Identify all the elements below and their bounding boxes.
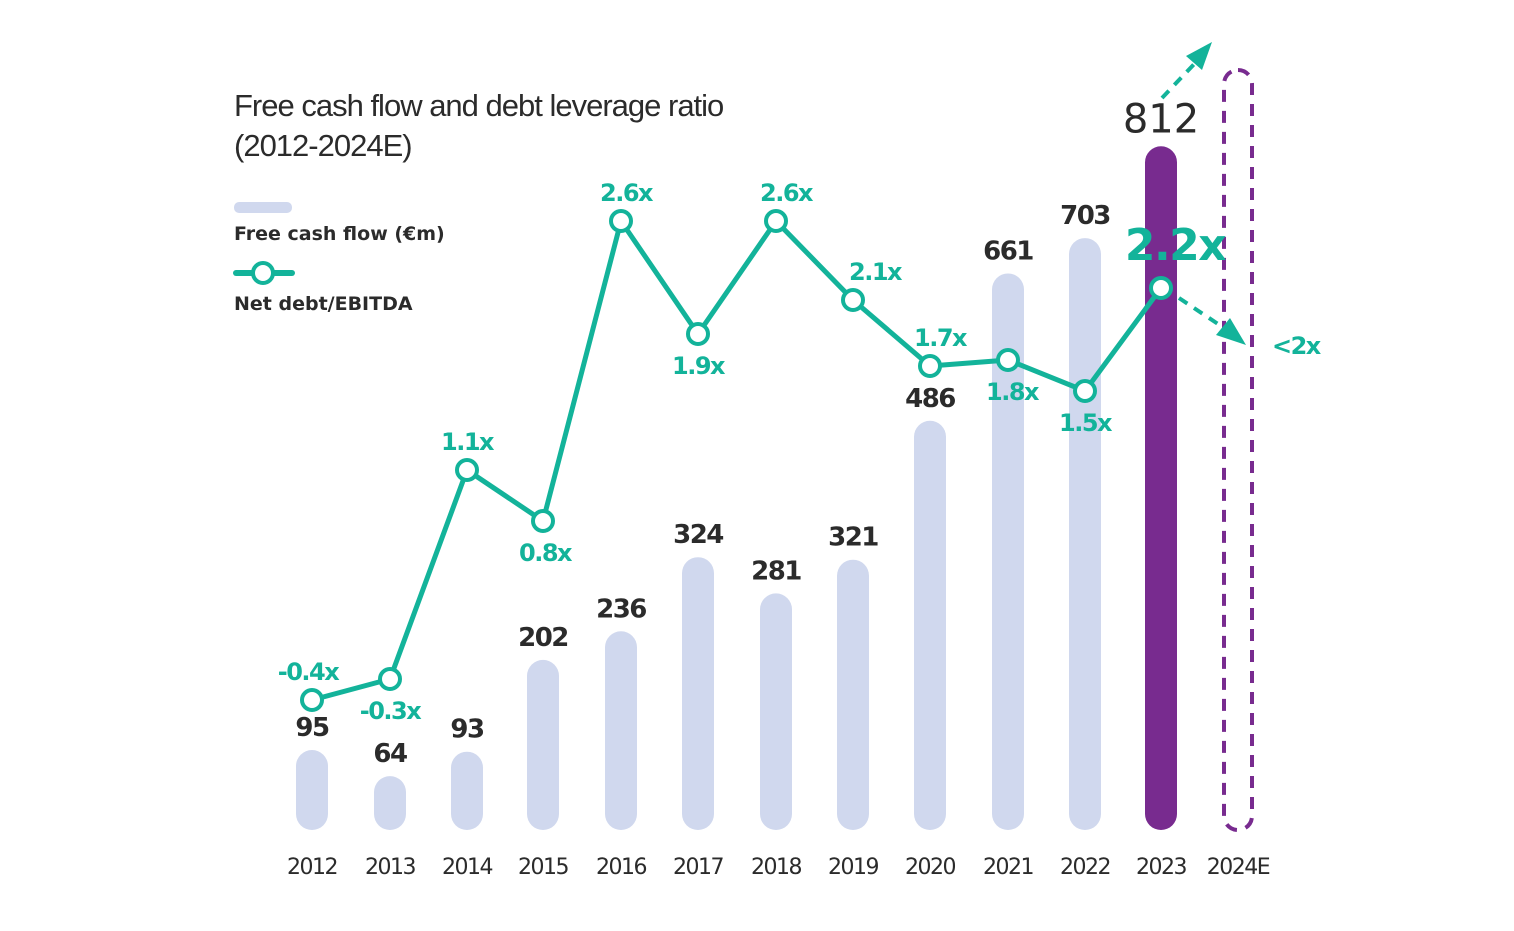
fcf-value-label: 93 — [450, 715, 484, 745]
x-tick-label: 2015 — [518, 855, 568, 880]
fcf-value-label: 321 — [828, 523, 878, 553]
x-tick-label: 2021 — [983, 855, 1033, 880]
fcf-value-label: 236 — [596, 594, 646, 624]
ratio-value-label: 2.6x — [600, 179, 654, 207]
ratio-point — [1073, 379, 1097, 403]
ratio-value-label: 2.6x — [760, 179, 814, 207]
ratio-value-label: -0.4x — [278, 658, 340, 686]
ratio-point — [531, 509, 555, 533]
ratio-point — [1149, 276, 1173, 300]
x-tick-label: 2024E — [1207, 855, 1270, 880]
legend-ratio-label: Net debt/EBITDA — [234, 293, 413, 315]
ratio-point — [455, 458, 479, 482]
ratio-point — [918, 354, 942, 378]
legend-bar-swatch — [234, 202, 292, 213]
fcf-value-label: 812 — [1123, 96, 1199, 142]
fcf-value-label: 281 — [751, 556, 801, 586]
ratio-point — [996, 348, 1020, 372]
chart-subtitle: (2012-2024E) — [234, 128, 412, 163]
ratio-point — [686, 322, 710, 346]
x-tick-label: 2013 — [365, 855, 415, 880]
x-tick-label: 2019 — [828, 855, 878, 880]
fcf-bar — [992, 273, 1024, 830]
ratio-point — [841, 288, 865, 312]
fcf-bar — [527, 659, 559, 830]
x-tick-label: 2017 — [673, 855, 723, 880]
ratio-value-label: 1.1x — [441, 428, 495, 456]
ratio-point — [609, 209, 633, 233]
ratio-value-label: 1.5x — [1059, 409, 1113, 437]
ratio-value-label: 1.8x — [986, 378, 1040, 406]
ratio-value-label: 1.9x — [672, 352, 726, 380]
ratio-value-label: 2.1x — [849, 258, 903, 286]
fcf-bar — [374, 776, 406, 830]
ratio-value-label: 2.2x — [1125, 220, 1226, 271]
x-tick-label: 2012 — [287, 855, 337, 880]
fcf-value-label: 486 — [905, 384, 955, 414]
fcf-bar — [760, 593, 792, 830]
fcf-value-label: 202 — [518, 623, 568, 653]
arrow-up-icon — [1186, 42, 1212, 70]
fcf-bar — [682, 557, 714, 830]
ratio-point — [300, 688, 324, 712]
fcf-bar — [837, 559, 869, 830]
fcf-bar — [605, 631, 637, 830]
legend-fcf-label: Free cash flow (€m) — [234, 223, 445, 245]
ratio-point — [764, 209, 788, 233]
ratio-value-label: 1.7x — [914, 324, 968, 352]
legend-marker-icon — [251, 261, 275, 285]
fcf-value-label: 661 — [983, 236, 1033, 266]
x-tick-label: 2016 — [596, 855, 646, 880]
fcf-bar — [451, 751, 483, 830]
ratio-point — [378, 667, 402, 691]
fcf-value-label: 324 — [673, 520, 723, 550]
ratio-value-label: 0.8x — [519, 539, 573, 567]
x-tick-label: 2020 — [905, 855, 955, 880]
fcf-bar — [914, 420, 946, 830]
ratio-value-label: -0.3x — [360, 697, 422, 725]
x-tick-label: 2014 — [442, 855, 492, 880]
fcf-bar — [1069, 238, 1101, 831]
forecast-bar-outline — [1222, 68, 1254, 832]
fcf-value-label: 703 — [1060, 201, 1110, 231]
fcf-value-label: 95 — [295, 713, 329, 743]
forecast-ratio-label: <2x — [1272, 332, 1322, 360]
x-tick-label: 2022 — [1060, 855, 1110, 880]
fcf-bar — [296, 750, 328, 830]
fcf-value-label: 64 — [373, 739, 407, 769]
x-tick-label: 2023 — [1136, 855, 1186, 880]
chart-title: Free cash flow and debt leverage ratio — [234, 88, 723, 123]
arrow-down-icon — [1216, 318, 1246, 345]
fcf-trend-arrow — [1160, 58, 1200, 100]
ratio-line — [311, 218, 1164, 703]
fcf-bar — [1145, 146, 1177, 830]
x-tick-label: 2018 — [751, 855, 801, 880]
